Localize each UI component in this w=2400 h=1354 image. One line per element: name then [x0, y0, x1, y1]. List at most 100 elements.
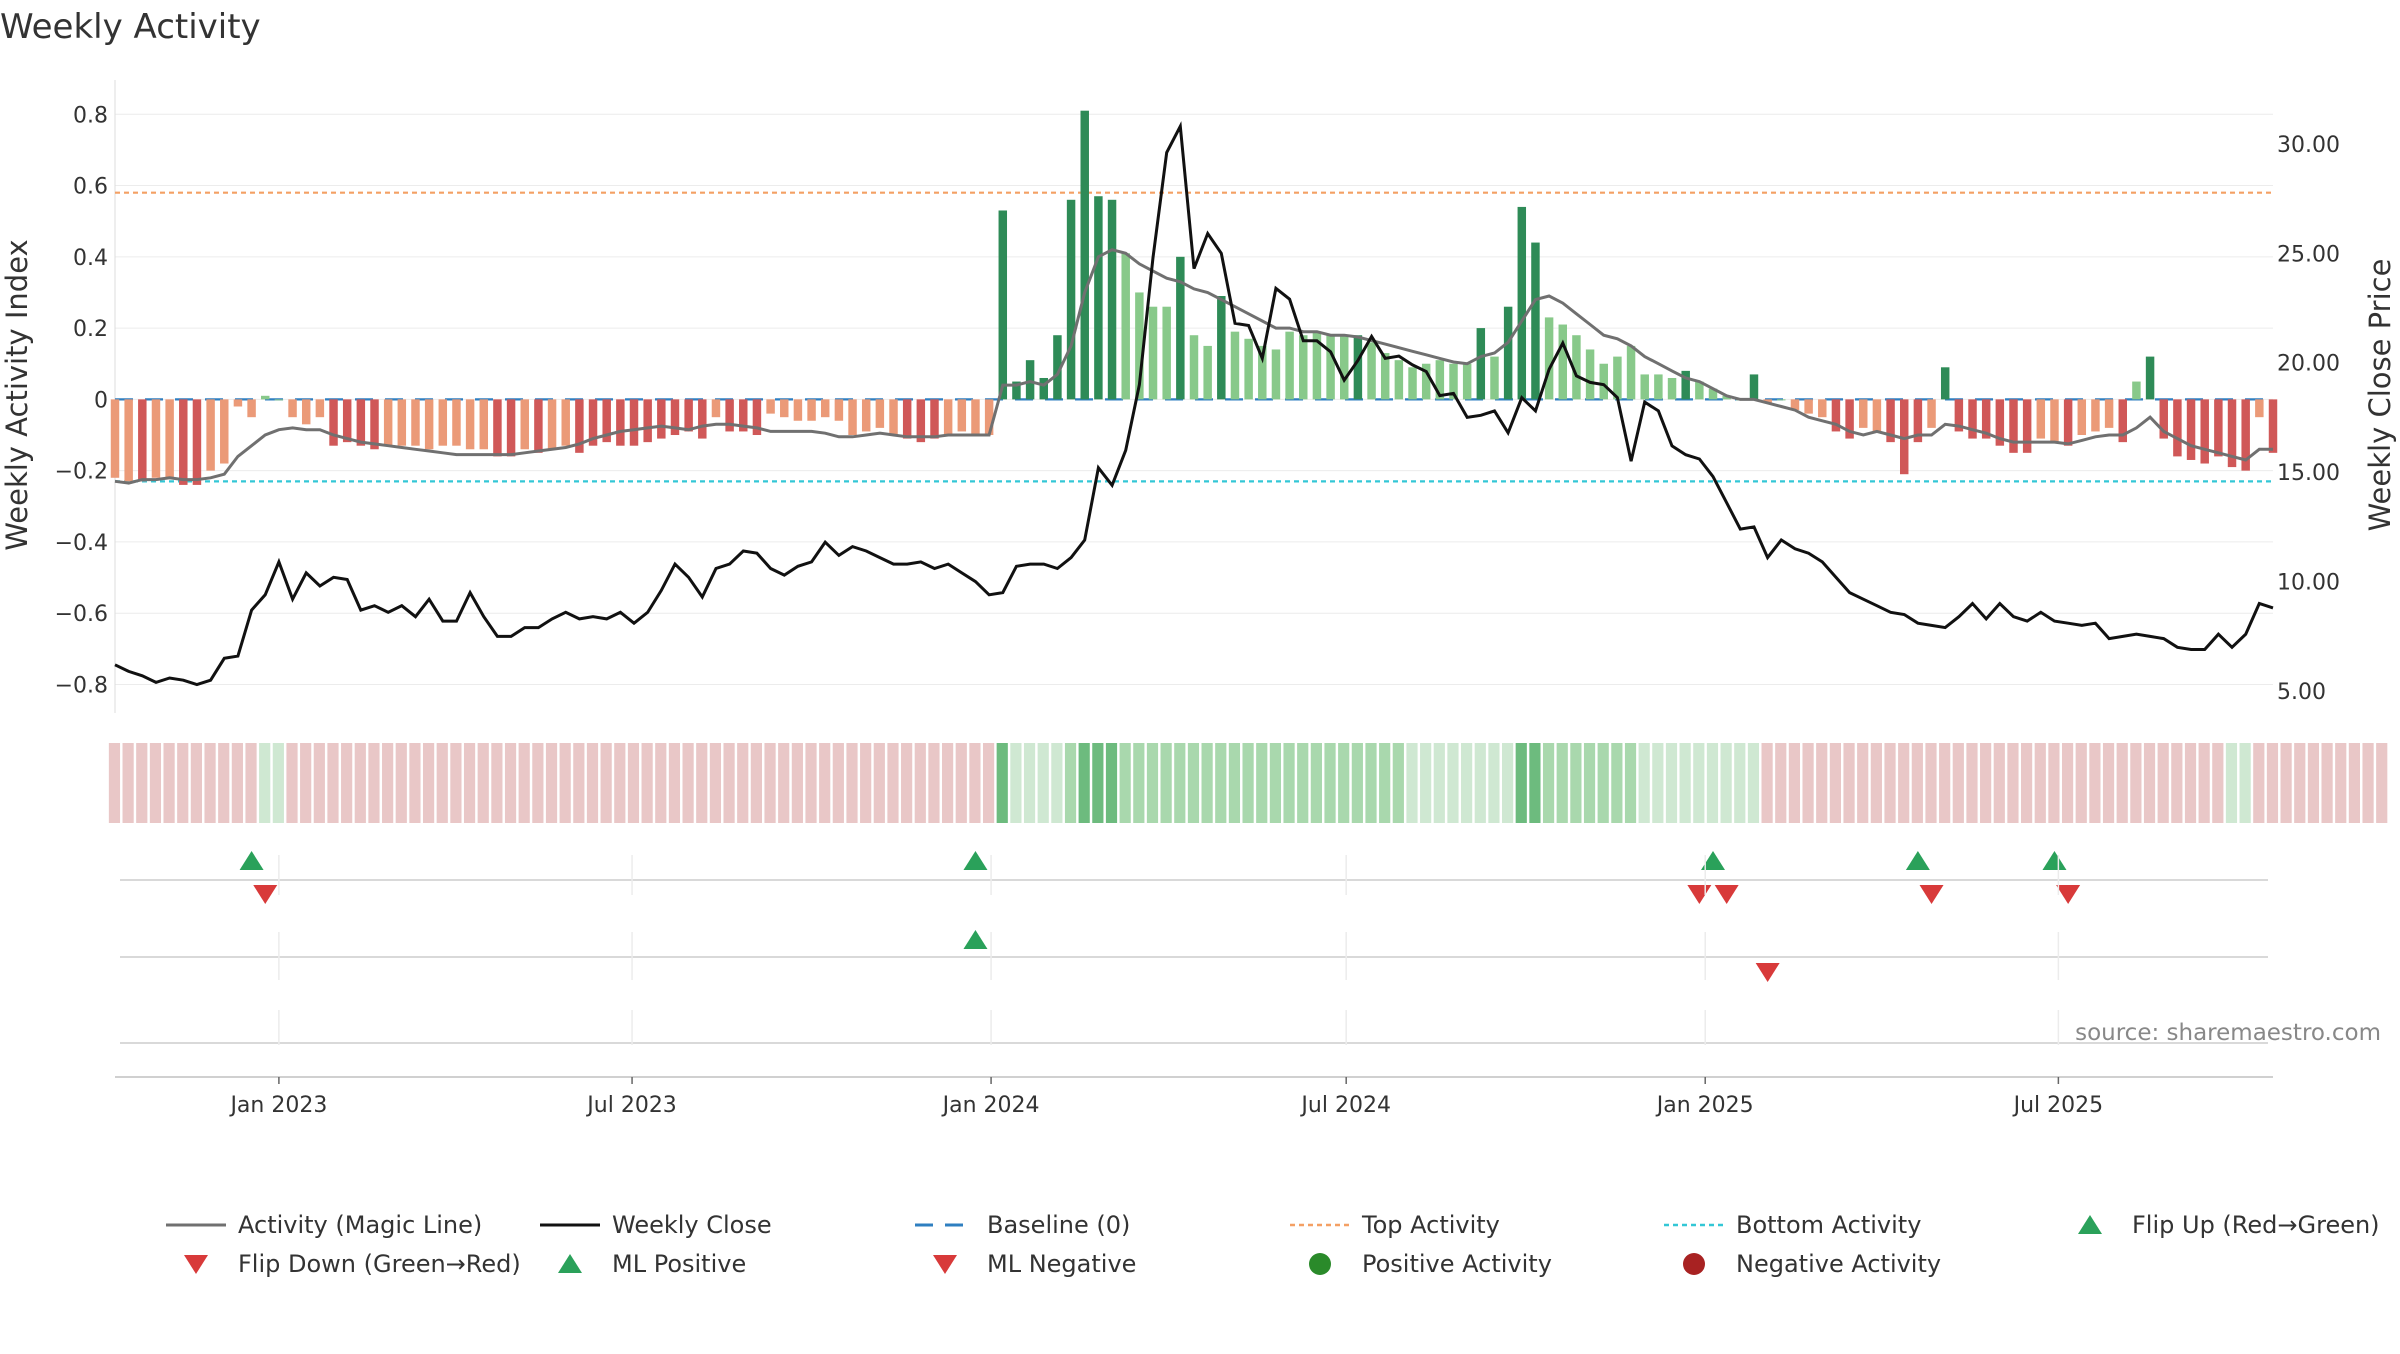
- heat-strip-cell: [586, 743, 599, 823]
- activity-bar: [1340, 335, 1349, 400]
- activity-bar: [2214, 399, 2223, 457]
- activity-bar: [1285, 331, 1294, 400]
- heat-strip-cell: [764, 743, 776, 823]
- heat-strip-cell: [2335, 743, 2347, 823]
- legend-swatch-triangle-down: [184, 1255, 208, 1274]
- y-tick-label-right: 10.00: [2277, 571, 2340, 596]
- heat-strip-cell: [300, 743, 312, 823]
- activity-bar: [1094, 196, 1103, 400]
- legend-label: Positive Activity: [1362, 1250, 1552, 1278]
- heat-strip-cell: [1406, 743, 1418, 823]
- activity-bar: [534, 399, 543, 453]
- heat-strip-cell: [177, 743, 189, 823]
- activity-bar: [1107, 199, 1117, 400]
- activity-bar: [2159, 399, 2168, 439]
- legend-label: Bottom Activity: [1736, 1211, 1921, 1239]
- heat-strip-cell: [1980, 743, 1992, 823]
- heat-strip-cell: [2376, 743, 2388, 823]
- heat-strip-cell: [1228, 743, 1241, 823]
- heat-strip-cell: [559, 743, 571, 823]
- heat-strip-cell: [1488, 743, 1500, 823]
- heat-strip-cell: [463, 743, 476, 823]
- heat-strip-cell: [1939, 743, 1951, 823]
- heat-strip-cell: [2225, 743, 2238, 823]
- y-axis-right-ticks: 30.00 25.00 20.00 15.00 10.00 5.00: [2277, 133, 2340, 705]
- heat-strip-cell: [1761, 743, 1773, 823]
- heat-strip-cell: [286, 743, 298, 823]
- activity-bar: [943, 399, 953, 436]
- y-tick-label-right: 20.00: [2277, 352, 2340, 377]
- activity-bar: [138, 399, 147, 482]
- activity-bar: [684, 399, 693, 432]
- heat-strip-cell: [2116, 743, 2128, 823]
- heat-strip-cell: [1747, 743, 1760, 823]
- heat-strip-cell: [600, 743, 612, 823]
- activity-bar: [930, 399, 939, 439]
- heat-strip-cell: [1857, 743, 1869, 823]
- heat-strip-cell: [873, 743, 885, 823]
- activity-bar: [602, 399, 611, 443]
- activity-bar: [1613, 356, 1622, 400]
- activity-bar: [342, 399, 352, 443]
- heat-strip-cell: [1884, 743, 1896, 823]
- heat-strip-cell: [996, 743, 1008, 823]
- activity-bar: [1708, 388, 1718, 400]
- heat-strip-cell: [1952, 743, 1964, 823]
- heat-strip-cell: [682, 743, 694, 823]
- heat-strip-cell: [1556, 743, 1568, 823]
- activity-bar: [356, 399, 366, 446]
- heat-strip-cell: [1816, 743, 1828, 823]
- heat-strip-cell: [259, 743, 271, 823]
- heat-strip-cell: [504, 743, 517, 823]
- activity-bar: [383, 399, 393, 446]
- activity-bar: [588, 399, 598, 446]
- x-tick-label: Jul 2025: [2012, 1093, 2104, 1118]
- heat-strip-cell: [1146, 743, 1159, 823]
- heat-strip-cell: [1911, 743, 1923, 823]
- heat-strip-cell: [2253, 743, 2265, 823]
- activity-bar: [520, 399, 529, 450]
- activity-bar: [780, 399, 789, 418]
- heat-strip-cell: [2007, 743, 2019, 823]
- heat-strip-cell: [2239, 743, 2251, 823]
- y-tick-label-left: 0.4: [73, 246, 108, 271]
- heat-strip-cell: [2362, 743, 2374, 823]
- heat-strip-cell: [860, 743, 872, 823]
- heat-strip-cell: [723, 743, 735, 823]
- activity-bar: [452, 399, 461, 446]
- activity-bar: [766, 399, 775, 414]
- activity-bar: [1025, 360, 1035, 400]
- activity-bar: [438, 399, 448, 446]
- activity-bar: [1449, 363, 1458, 400]
- heat-strip-cell: [204, 743, 216, 823]
- activity-bar: [179, 399, 188, 485]
- activity-bar: [1230, 331, 1240, 400]
- flip-up-marker: [239, 851, 264, 870]
- activity-bar: [151, 399, 161, 478]
- activity-bar: [2036, 399, 2046, 439]
- heat-strip-cell: [1693, 743, 1705, 823]
- x-tick-label: Jul 2024: [1299, 1093, 1391, 1118]
- heat-strip-cell: [2102, 743, 2115, 823]
- heat-strip-cell: [2212, 743, 2224, 823]
- activity-bar: [1380, 353, 1390, 400]
- heat-strip-cell: [1187, 743, 1200, 823]
- activity-bar: [916, 399, 926, 443]
- heat-strip-cell: [1501, 743, 1514, 823]
- heat-strip-cell: [190, 743, 203, 823]
- activity-bar: [1189, 335, 1199, 400]
- heat-strip-cell: [1624, 743, 1637, 823]
- heat-strip-cell: [1706, 743, 1719, 823]
- flip-down-marker: [1919, 885, 1944, 904]
- chart-title: Weekly Activity: [0, 7, 261, 47]
- heat-strip-cell: [969, 743, 981, 823]
- activity-bar: [2145, 356, 2155, 400]
- heat-strip-cell: [1529, 743, 1541, 823]
- heat-strip-cell: [1638, 743, 1650, 823]
- heat-strip-cell: [2061, 743, 2074, 823]
- activity-bar: [2241, 399, 2250, 471]
- activity-bar: [370, 399, 379, 450]
- heat-strip-cell: [1542, 743, 1555, 823]
- y-tick-label-right: 5.00: [2277, 680, 2326, 705]
